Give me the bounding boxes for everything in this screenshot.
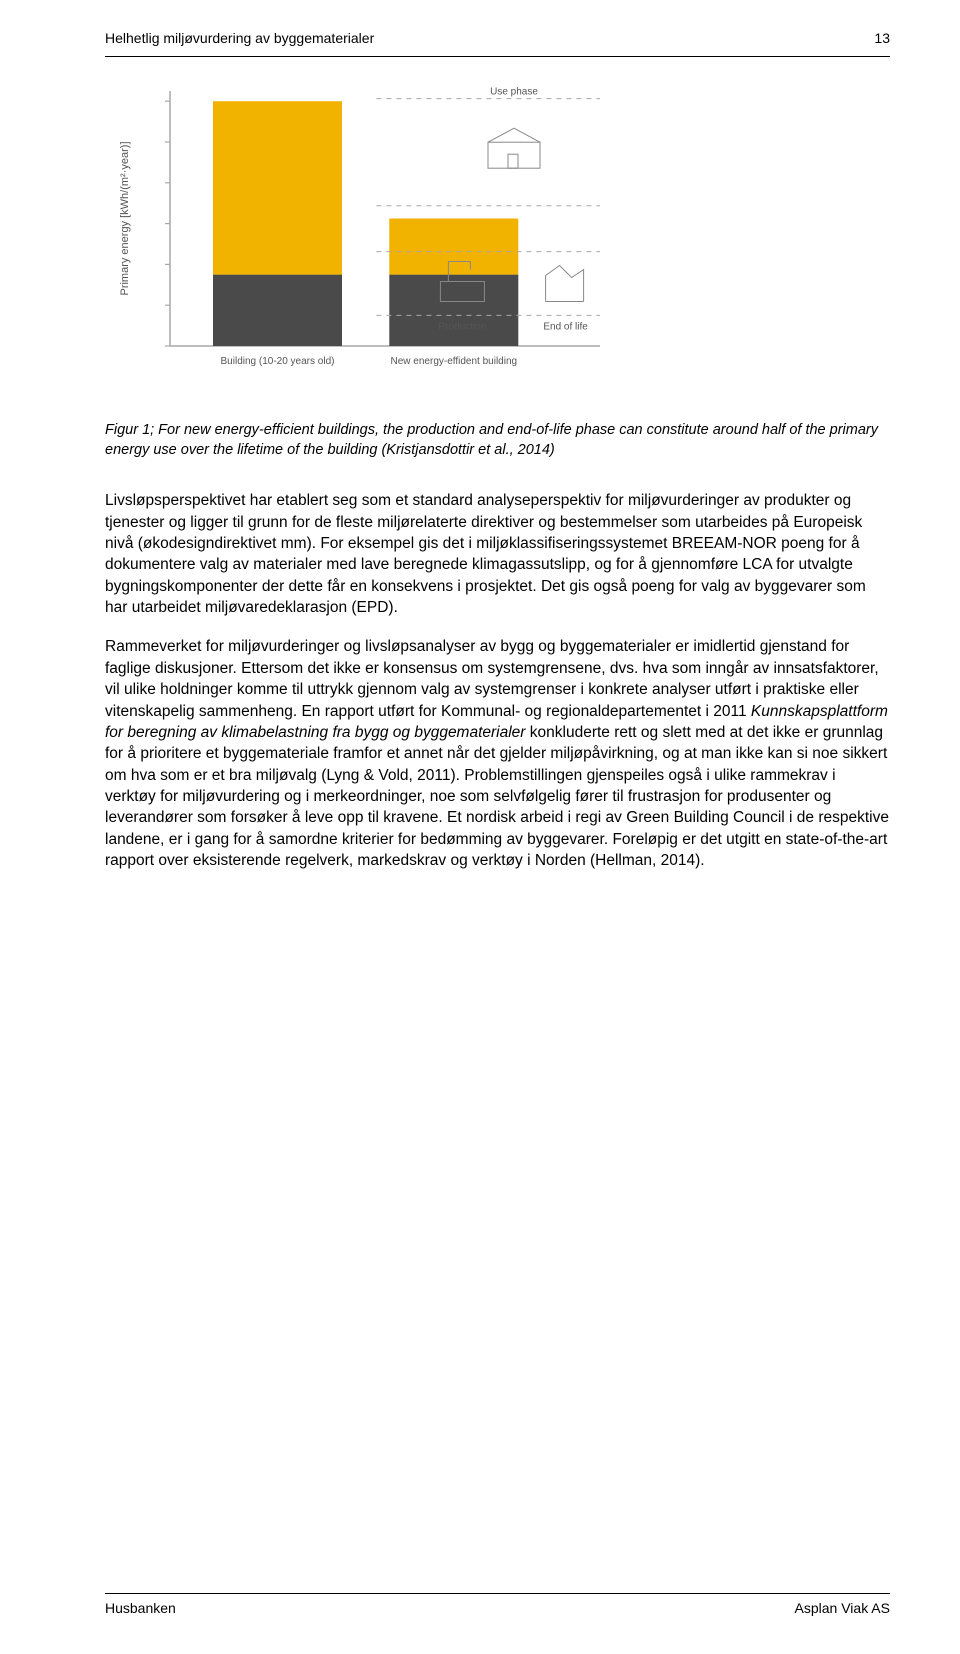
svg-text:Building (10-20 years old): Building (10-20 years old)	[221, 356, 335, 367]
figure-caption: Figur 1; For new energy-efficient buildi…	[105, 421, 890, 460]
page: Helhetlig miljøvurdering av byggemateria…	[0, 0, 960, 1654]
svg-text:End of life: End of life	[543, 321, 588, 332]
svg-text:Production: Production	[438, 321, 486, 332]
footer-row: Husbanken Asplan Viak AS	[105, 1600, 890, 1616]
p2-part-b: konkluderte rett og slett med at det ikk…	[105, 724, 889, 869]
energy-chart: Primary energy [kWh/(m²·year)] Building (…	[105, 81, 625, 401]
paragraph-1: Livsløpsperspektivet har etablert seg so…	[105, 490, 890, 618]
page-footer: Husbanken Asplan Viak AS	[105, 1593, 890, 1616]
footer-left: Husbanken	[105, 1600, 176, 1616]
footer-rule	[105, 1593, 890, 1594]
header-title: Helhetlig miljøvurdering av byggemateria…	[105, 30, 374, 46]
paragraph-2: Rammeverket for miljøvurderinger og livs…	[105, 636, 890, 871]
page-header: Helhetlig miljøvurdering av byggemateria…	[105, 30, 890, 46]
footer-right: Asplan Viak AS	[795, 1600, 890, 1616]
svg-text:Primary energy [kWh/(m²·year)]: Primary energy [kWh/(m²·year)]	[119, 141, 131, 295]
header-rule	[105, 56, 890, 57]
svg-text:Use phase: Use phase	[490, 87, 538, 98]
svg-text:New energy-effident building: New energy-effident building	[391, 356, 518, 367]
chart-svg: Primary energy [kWh/(m²·year)] Building (…	[105, 81, 625, 401]
header-page-number: 13	[874, 30, 890, 46]
body-text: Livsløpsperspektivet har etablert seg so…	[105, 490, 890, 871]
